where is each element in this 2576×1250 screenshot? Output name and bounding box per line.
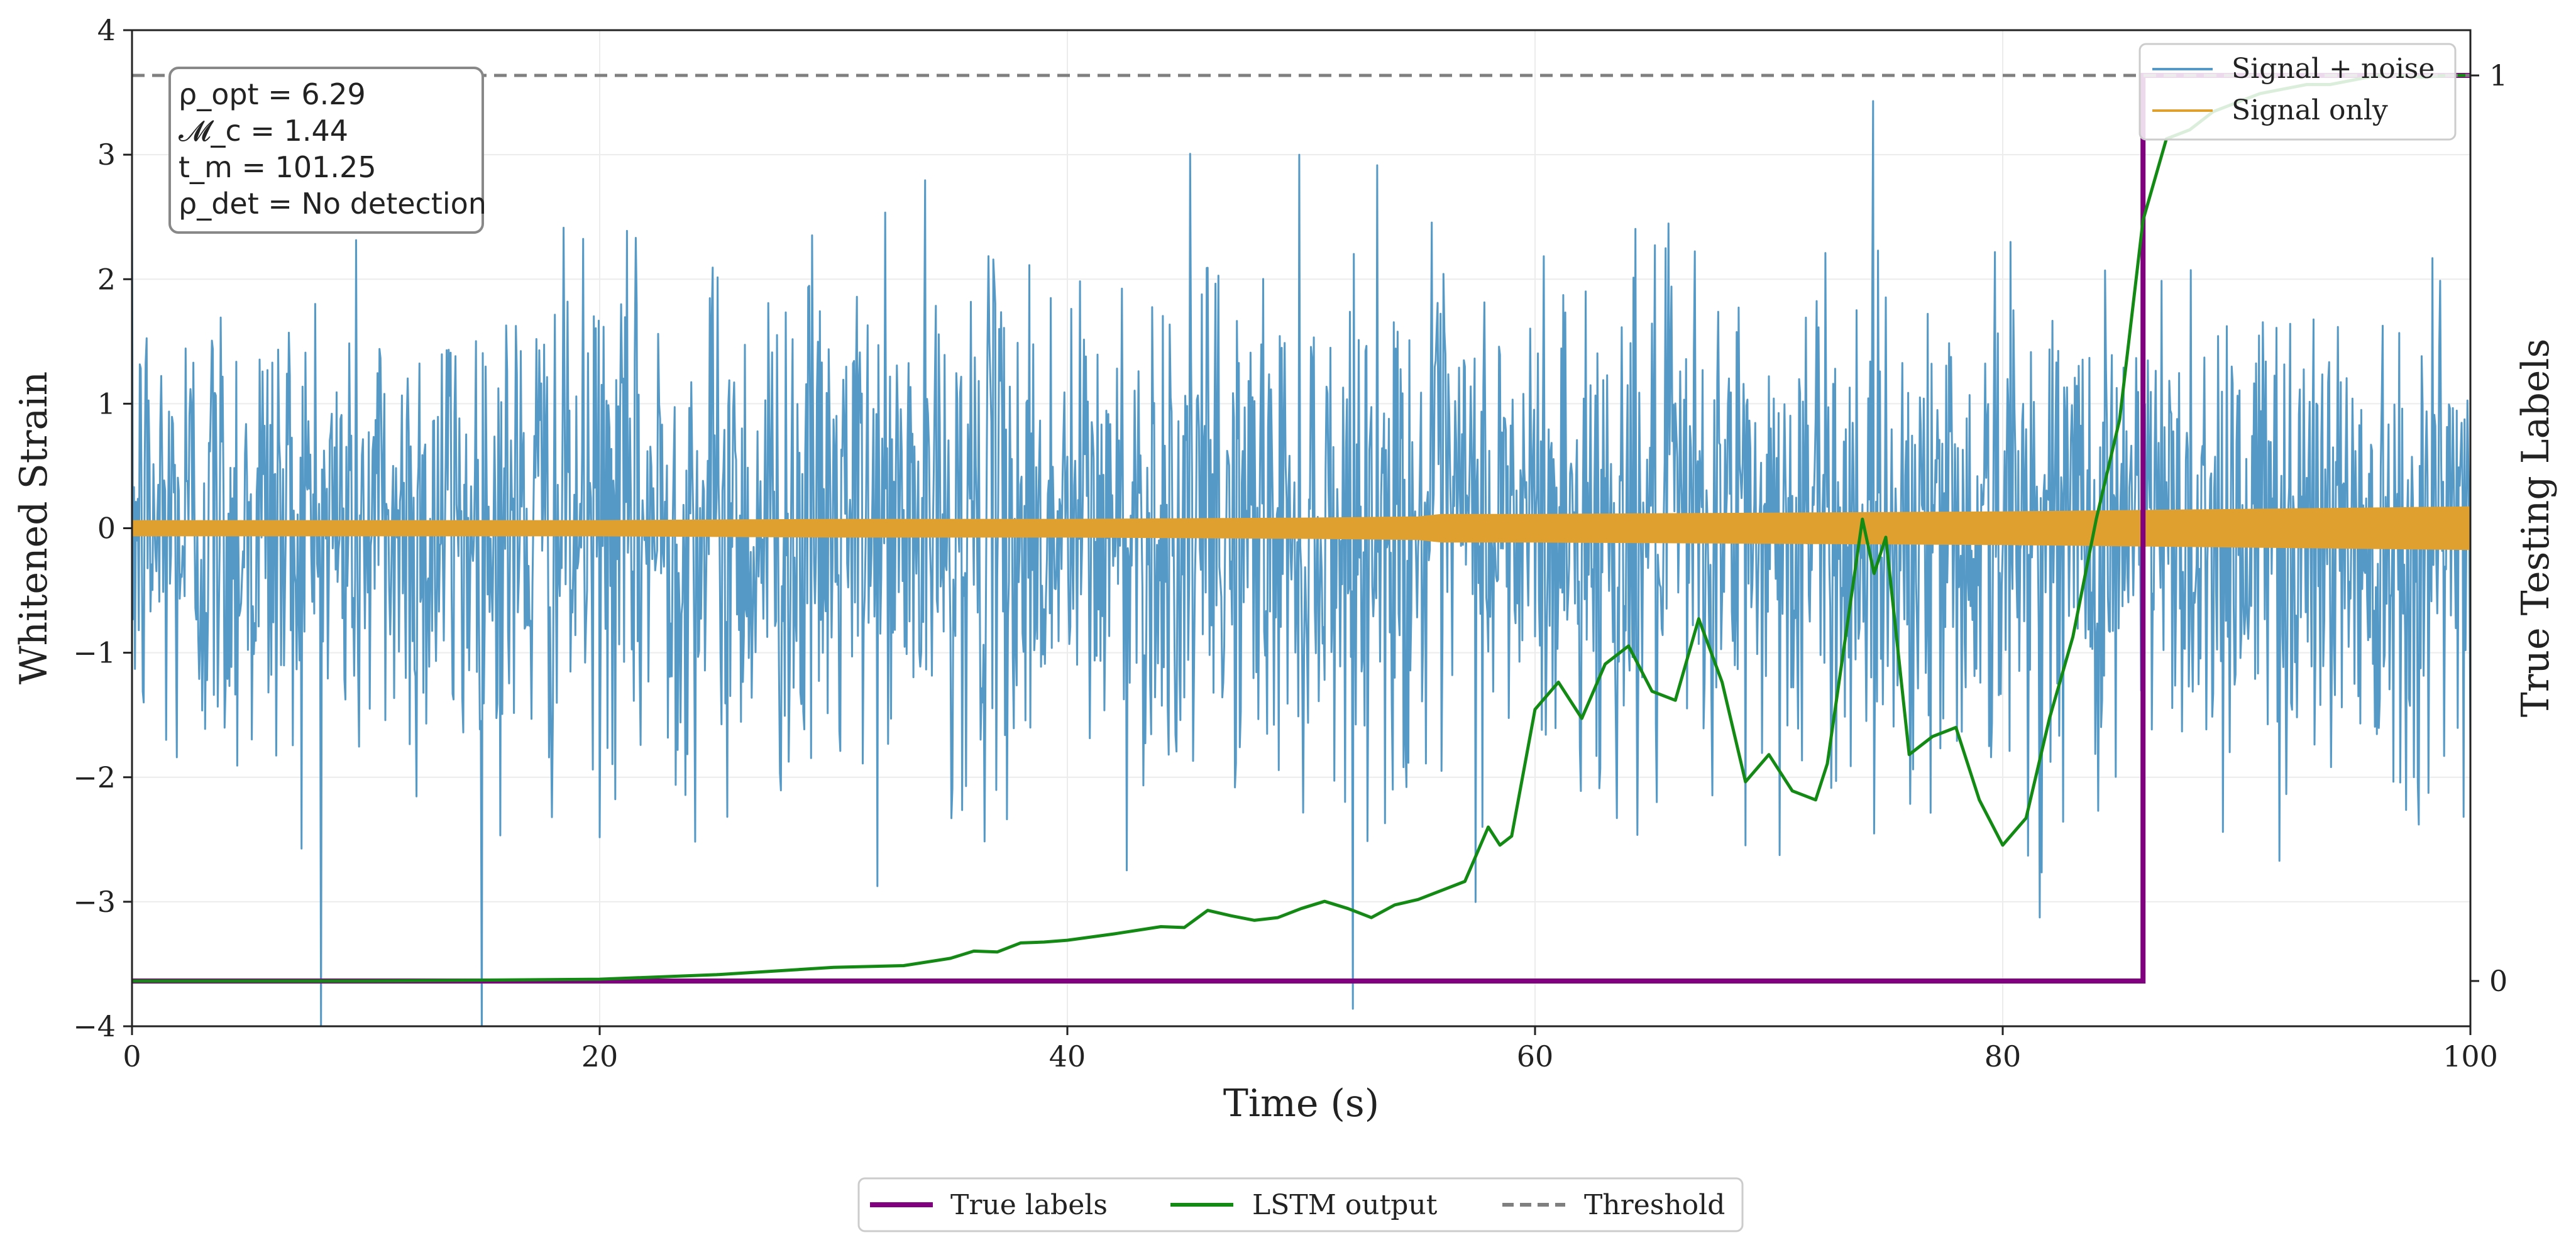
upper-legend: Signal + noise Signal only [2138, 43, 2457, 141]
legend-label-signal-only: Signal only [2232, 94, 2388, 126]
legend-label-lstm-output: LSTM output [1252, 1189, 1438, 1221]
info-merger-time: t_m = 101.25 [179, 150, 377, 184]
y2-axis-title: True Testing Labels [2514, 339, 2558, 718]
y2-tick-label: 0 [2489, 964, 2507, 998]
x-tick-label: 0 [123, 1039, 141, 1073]
upper-legend-frame [2138, 43, 2457, 141]
series-signal-noise [132, 100, 2470, 1026]
y-tick-label: 1 [97, 387, 116, 420]
lower-legend-frame [857, 1177, 1744, 1232]
x-tick-label: 100 [2443, 1039, 2498, 1073]
y-tick-label: −3 [73, 885, 116, 919]
y-tick-label: 3 [97, 138, 116, 172]
info-box-frame [168, 67, 484, 234]
y-axis-title: Whitened Strain [12, 371, 56, 684]
x-tick-label: 60 [1517, 1039, 1554, 1073]
y-tick-label: 4 [97, 13, 116, 47]
y-tick-label: −1 [73, 636, 116, 670]
y-tick-label: −4 [73, 1009, 116, 1043]
x-tick-label: 20 [581, 1039, 619, 1073]
legend-label-true-labels: True labels [950, 1189, 1108, 1221]
y-tick-label: 2 [97, 262, 116, 296]
x-tick-label: 40 [1049, 1039, 1086, 1073]
info-chirp-mass: 𝓜_c = 1.44 [179, 114, 348, 148]
legend-label-threshold: Threshold [1584, 1189, 1725, 1221]
legend-label-signal-noise: Signal + noise [2232, 53, 2435, 85]
y2-tick-label: 1 [2489, 58, 2507, 92]
info-rho-det: ρ_det = No detection [179, 187, 487, 221]
x-tick-label: 80 [1984, 1039, 2022, 1073]
info-box: ρ_opt = 6.29 𝓜_c = 1.44 t_m = 101.25 ρ_d… [168, 67, 487, 234]
info-rho-opt: ρ_opt = 6.29 [179, 77, 366, 111]
lower-legend: True labels LSTM output Threshold [857, 1177, 1744, 1232]
y-tick-label: −2 [73, 760, 116, 794]
y-tick-label: 0 [97, 512, 116, 546]
x-axis-title: Time (s) [1223, 1082, 1379, 1126]
